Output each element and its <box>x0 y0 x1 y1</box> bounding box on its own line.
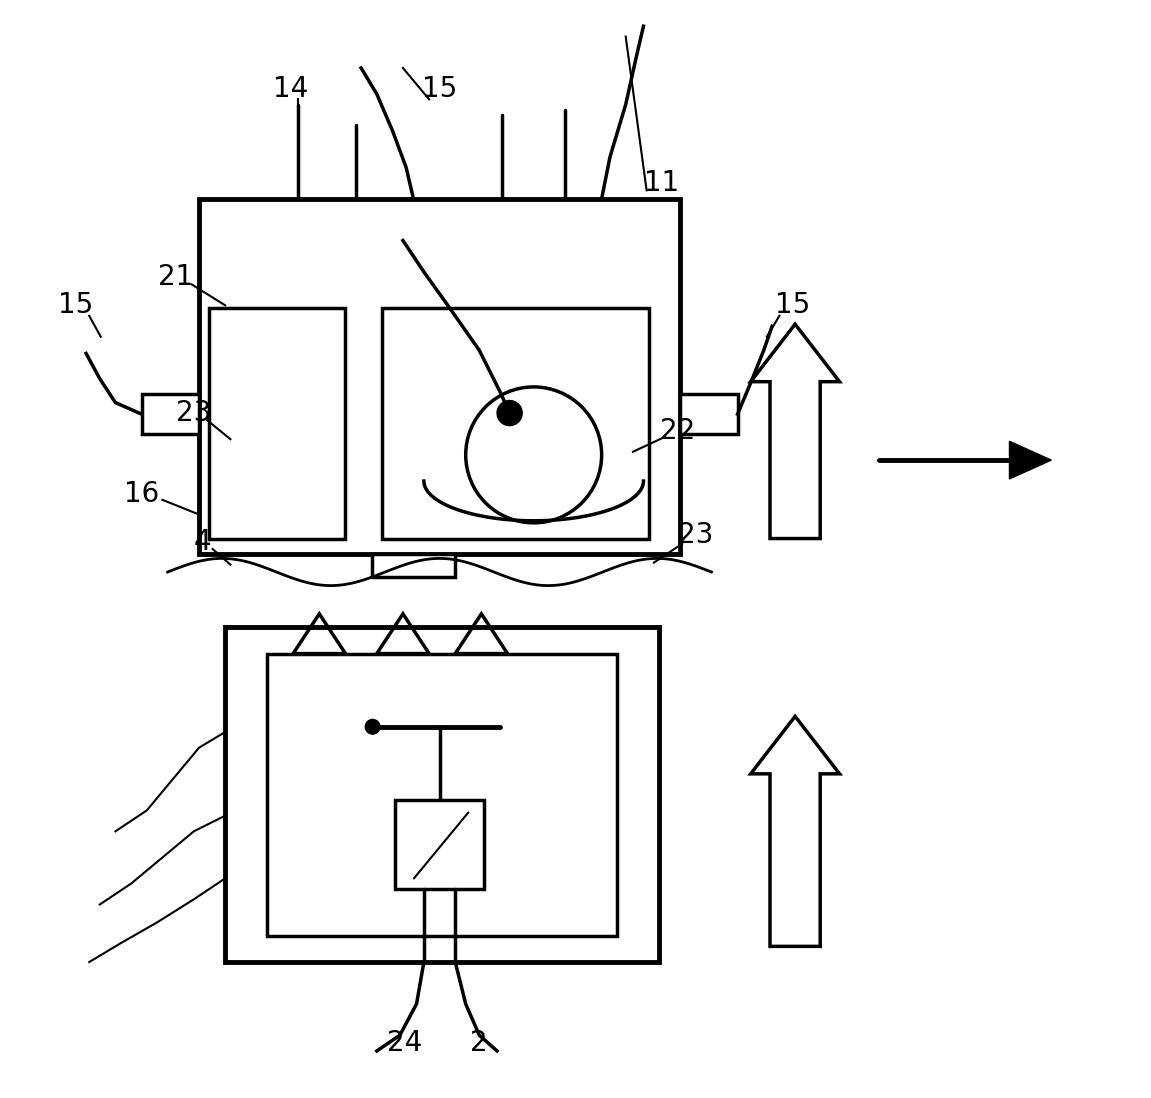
FancyArrow shape <box>750 716 839 946</box>
Text: 4: 4 <box>193 528 211 556</box>
Bar <box>142 394 199 434</box>
Bar <box>382 309 649 538</box>
Bar <box>395 800 485 889</box>
Text: 15: 15 <box>776 291 810 320</box>
Text: 14: 14 <box>274 75 308 103</box>
Bar <box>209 309 345 538</box>
Polygon shape <box>1009 441 1051 479</box>
Circle shape <box>365 719 380 735</box>
Bar <box>267 653 617 935</box>
Text: 21: 21 <box>159 264 193 291</box>
Bar <box>226 627 660 962</box>
Text: 24: 24 <box>388 1029 422 1056</box>
Text: 23: 23 <box>678 522 714 549</box>
Text: 16: 16 <box>124 480 159 507</box>
Bar <box>680 394 738 434</box>
Text: 11: 11 <box>643 169 679 197</box>
Text: 15: 15 <box>58 291 93 320</box>
Text: 22: 22 <box>661 417 695 445</box>
Text: 2: 2 <box>471 1029 488 1056</box>
Bar <box>372 554 456 578</box>
Text: 23: 23 <box>176 399 212 427</box>
Bar <box>199 199 680 554</box>
Circle shape <box>497 401 523 426</box>
Text: 15: 15 <box>422 75 457 103</box>
FancyArrow shape <box>750 324 839 538</box>
